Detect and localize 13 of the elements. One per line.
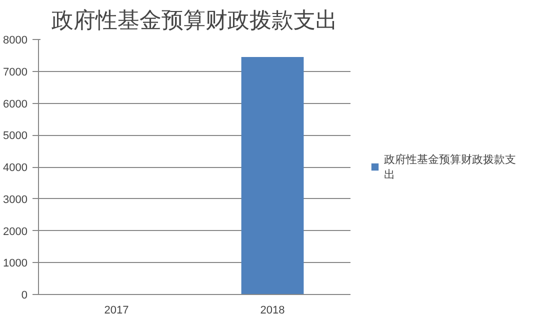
y-tick-label: 4000 <box>3 162 28 174</box>
x-tick-label: 2018 <box>260 304 285 316</box>
y-tick-label: 2000 <box>3 226 28 238</box>
y-tick-label: 0 <box>21 290 28 302</box>
y-tick-label: 5000 <box>3 130 28 142</box>
y-tick-label: 7000 <box>3 66 28 78</box>
y-tick-label: 3000 <box>3 194 28 206</box>
y-tick-label: 1000 <box>3 258 28 270</box>
x-tick-label: 2017 <box>104 304 129 316</box>
y-tick-label: 8000 <box>3 34 28 46</box>
chart-title: 政府性基金预算财政拨款支出 <box>52 8 338 34</box>
y-tick-label: 6000 <box>3 98 28 110</box>
legend-label: 政府性基金预算财政拨款支出 <box>384 152 516 182</box>
